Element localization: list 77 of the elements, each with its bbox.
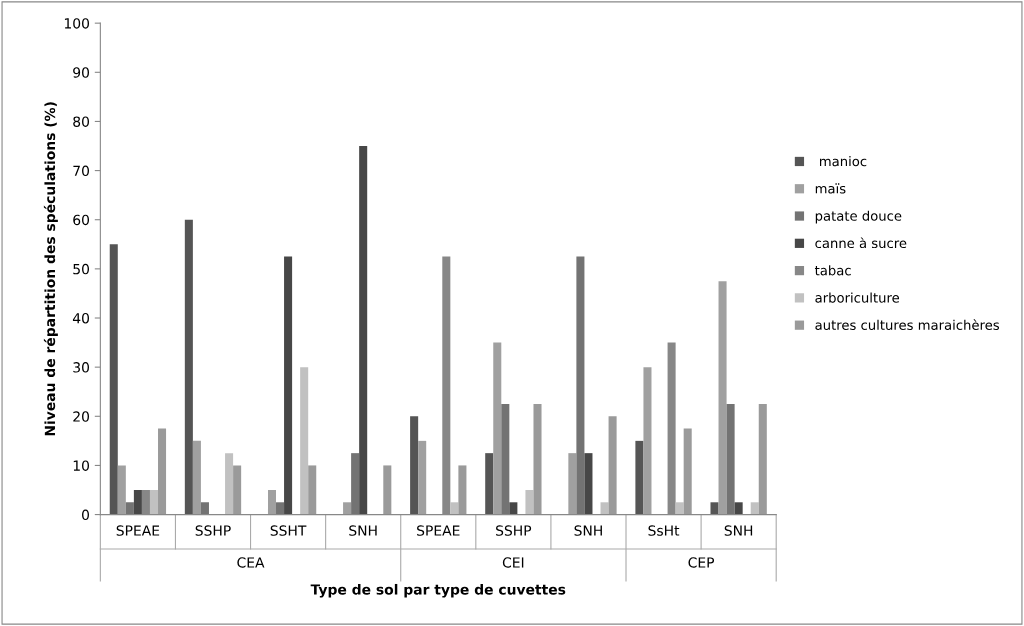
bar [726, 404, 735, 515]
legend-label: patate douce [815, 210, 902, 224]
bar [149, 490, 159, 515]
bar [125, 502, 134, 515]
x-tick-label: SSHP [496, 525, 532, 536]
bar [485, 453, 494, 515]
y-tick-label: 20 [73, 411, 90, 422]
bar [300, 367, 309, 515]
bar [501, 404, 510, 515]
x-tick-label: SPEAE [116, 525, 160, 536]
y-axis-title: Niveau de répartition des spéculations (%) [43, 102, 58, 436]
y-tick-label: 50 [73, 263, 90, 275]
bar [276, 502, 285, 515]
y-tick-label: 30 [73, 362, 90, 373]
bar [351, 453, 360, 515]
bar [683, 428, 692, 515]
bar [710, 502, 719, 515]
y-tick-label: 10 [73, 460, 90, 471]
bar [758, 404, 767, 515]
bar [117, 465, 126, 515]
text: CEP [688, 557, 715, 568]
bar [525, 490, 534, 515]
x-tick-label: SNH [724, 525, 753, 536]
bar [109, 244, 118, 515]
bar [233, 465, 242, 515]
bar [418, 440, 427, 515]
bar [493, 342, 502, 515]
y-tick-label: 90 [73, 67, 90, 78]
bar [608, 416, 617, 515]
x-tick-label: SPEAE [417, 525, 460, 536]
bar [410, 416, 419, 515]
bar [734, 502, 743, 515]
bar [635, 440, 644, 515]
legend-label: arboriculture [815, 292, 900, 303]
legend-label: maïs [815, 183, 846, 194]
bar [383, 465, 392, 515]
y-tick-label: 70 [73, 165, 90, 177]
bar [576, 256, 585, 515]
bar [359, 146, 368, 515]
y-tick-label: 0 [82, 509, 90, 521]
x-tick-label: SSHT [270, 525, 307, 536]
bar [509, 502, 518, 515]
y-tick-label: 80 [73, 116, 90, 127]
legend-label: autres cultures maraichères [815, 319, 1000, 330]
text: CEA [237, 557, 265, 568]
bar [343, 502, 352, 515]
bar [450, 502, 459, 515]
bar [200, 502, 209, 515]
x-tick-label: SNH [574, 525, 602, 536]
bar [158, 428, 167, 515]
bar [675, 502, 684, 515]
x-tick-label: SNH [349, 525, 377, 536]
legend-label: tabac [814, 265, 851, 276]
legend-label: canne à sucre [815, 237, 907, 249]
x-axis-title: Type de sol par type de cuvettes [310, 583, 566, 598]
y-tick-label: 40 [72, 312, 90, 324]
bar [568, 453, 577, 515]
bar [133, 490, 142, 515]
text: CEI [502, 557, 524, 568]
legend-label: manioc [820, 156, 867, 167]
bar [750, 502, 759, 515]
y-tick-label: 60 [73, 214, 90, 226]
bar [458, 465, 467, 515]
bar [225, 453, 234, 515]
bar [284, 256, 293, 515]
bar [533, 404, 542, 515]
bar [643, 367, 652, 515]
x-tick-label: SsHt [648, 525, 680, 536]
bar [192, 440, 201, 515]
bar [184, 219, 193, 515]
bar [267, 490, 277, 515]
y-tick-label: 100 [64, 18, 90, 29]
bar [584, 453, 593, 515]
x-tick-label: SSHP [195, 525, 231, 536]
bar [600, 502, 609, 515]
bar [718, 281, 727, 515]
bar [308, 465, 317, 515]
